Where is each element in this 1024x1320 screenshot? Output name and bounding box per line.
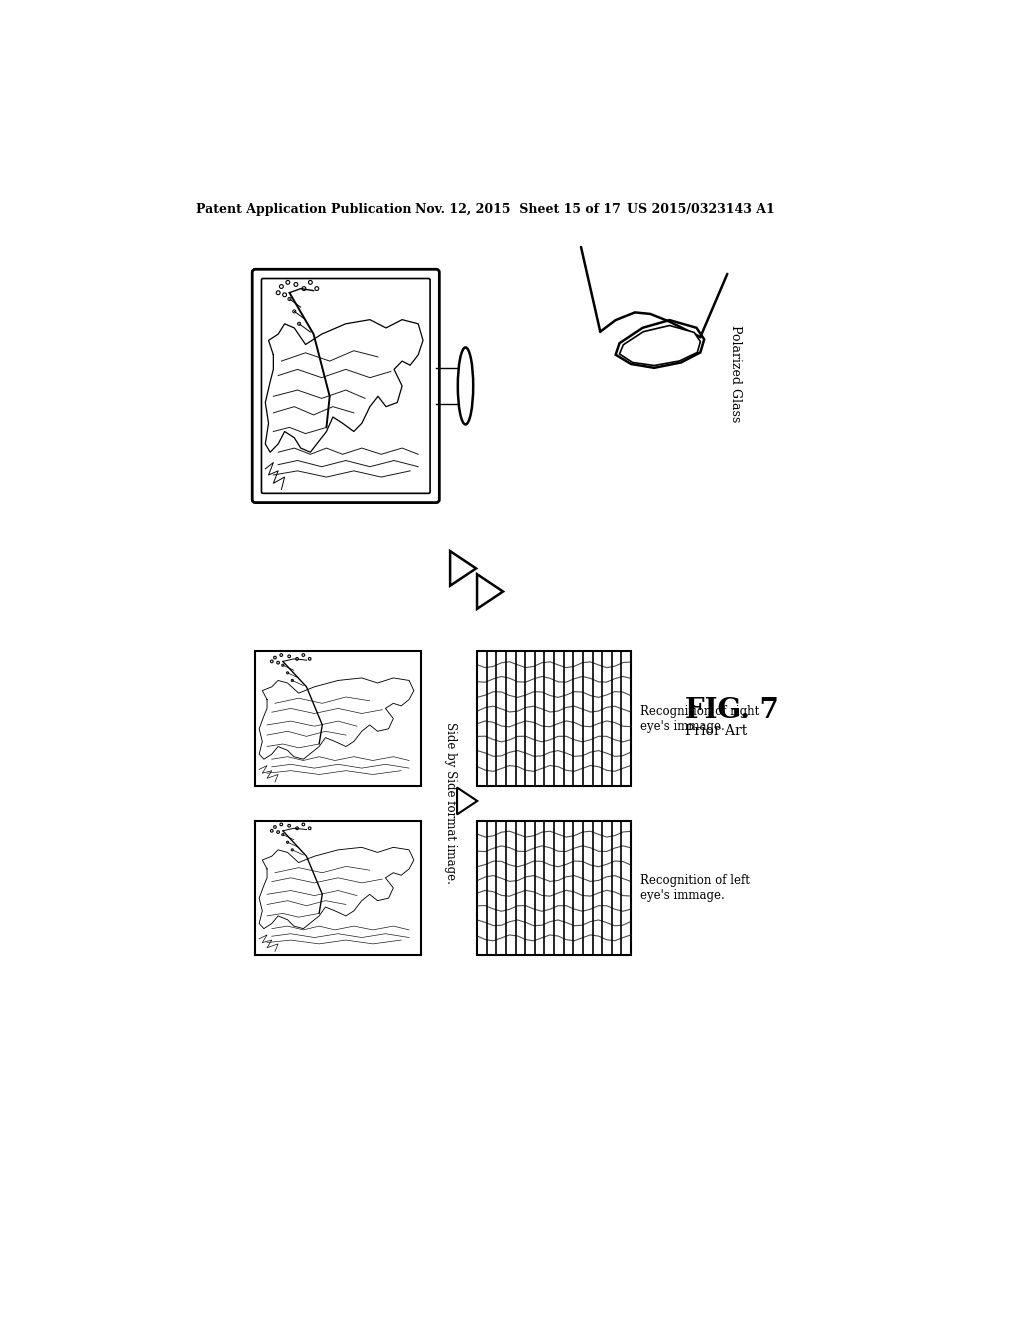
Polygon shape [615, 321, 705, 368]
Bar [255, 651, 421, 785]
Polygon shape [451, 552, 476, 586]
Text: US 2015/0323143 A1: US 2015/0323143 A1 [628, 203, 775, 216]
Text: Side by Side format image.: Side by Side format image. [443, 722, 457, 884]
Ellipse shape [458, 347, 473, 425]
Bar [477, 651, 631, 785]
Text: Nov. 12, 2015  Sheet 15 of 17: Nov. 12, 2015 Sheet 15 of 17 [416, 203, 622, 216]
Polygon shape [457, 788, 477, 814]
Text: Polarized Glass: Polarized Glass [728, 325, 741, 422]
FancyBboxPatch shape [261, 279, 430, 494]
FancyBboxPatch shape [252, 269, 439, 503]
Polygon shape [620, 326, 700, 366]
Text: Recognition of left
eye's immage.: Recognition of left eye's immage. [640, 874, 751, 902]
Polygon shape [477, 574, 503, 609]
Text: Patent Application Publication: Patent Application Publication [196, 203, 412, 216]
Text: Prior Art: Prior Art [685, 725, 748, 738]
Bar [255, 821, 421, 956]
Bar [477, 821, 631, 956]
Text: FIG. 7: FIG. 7 [685, 697, 779, 725]
Text: Recognition of right
eye's immage.: Recognition of right eye's immage. [640, 705, 760, 733]
